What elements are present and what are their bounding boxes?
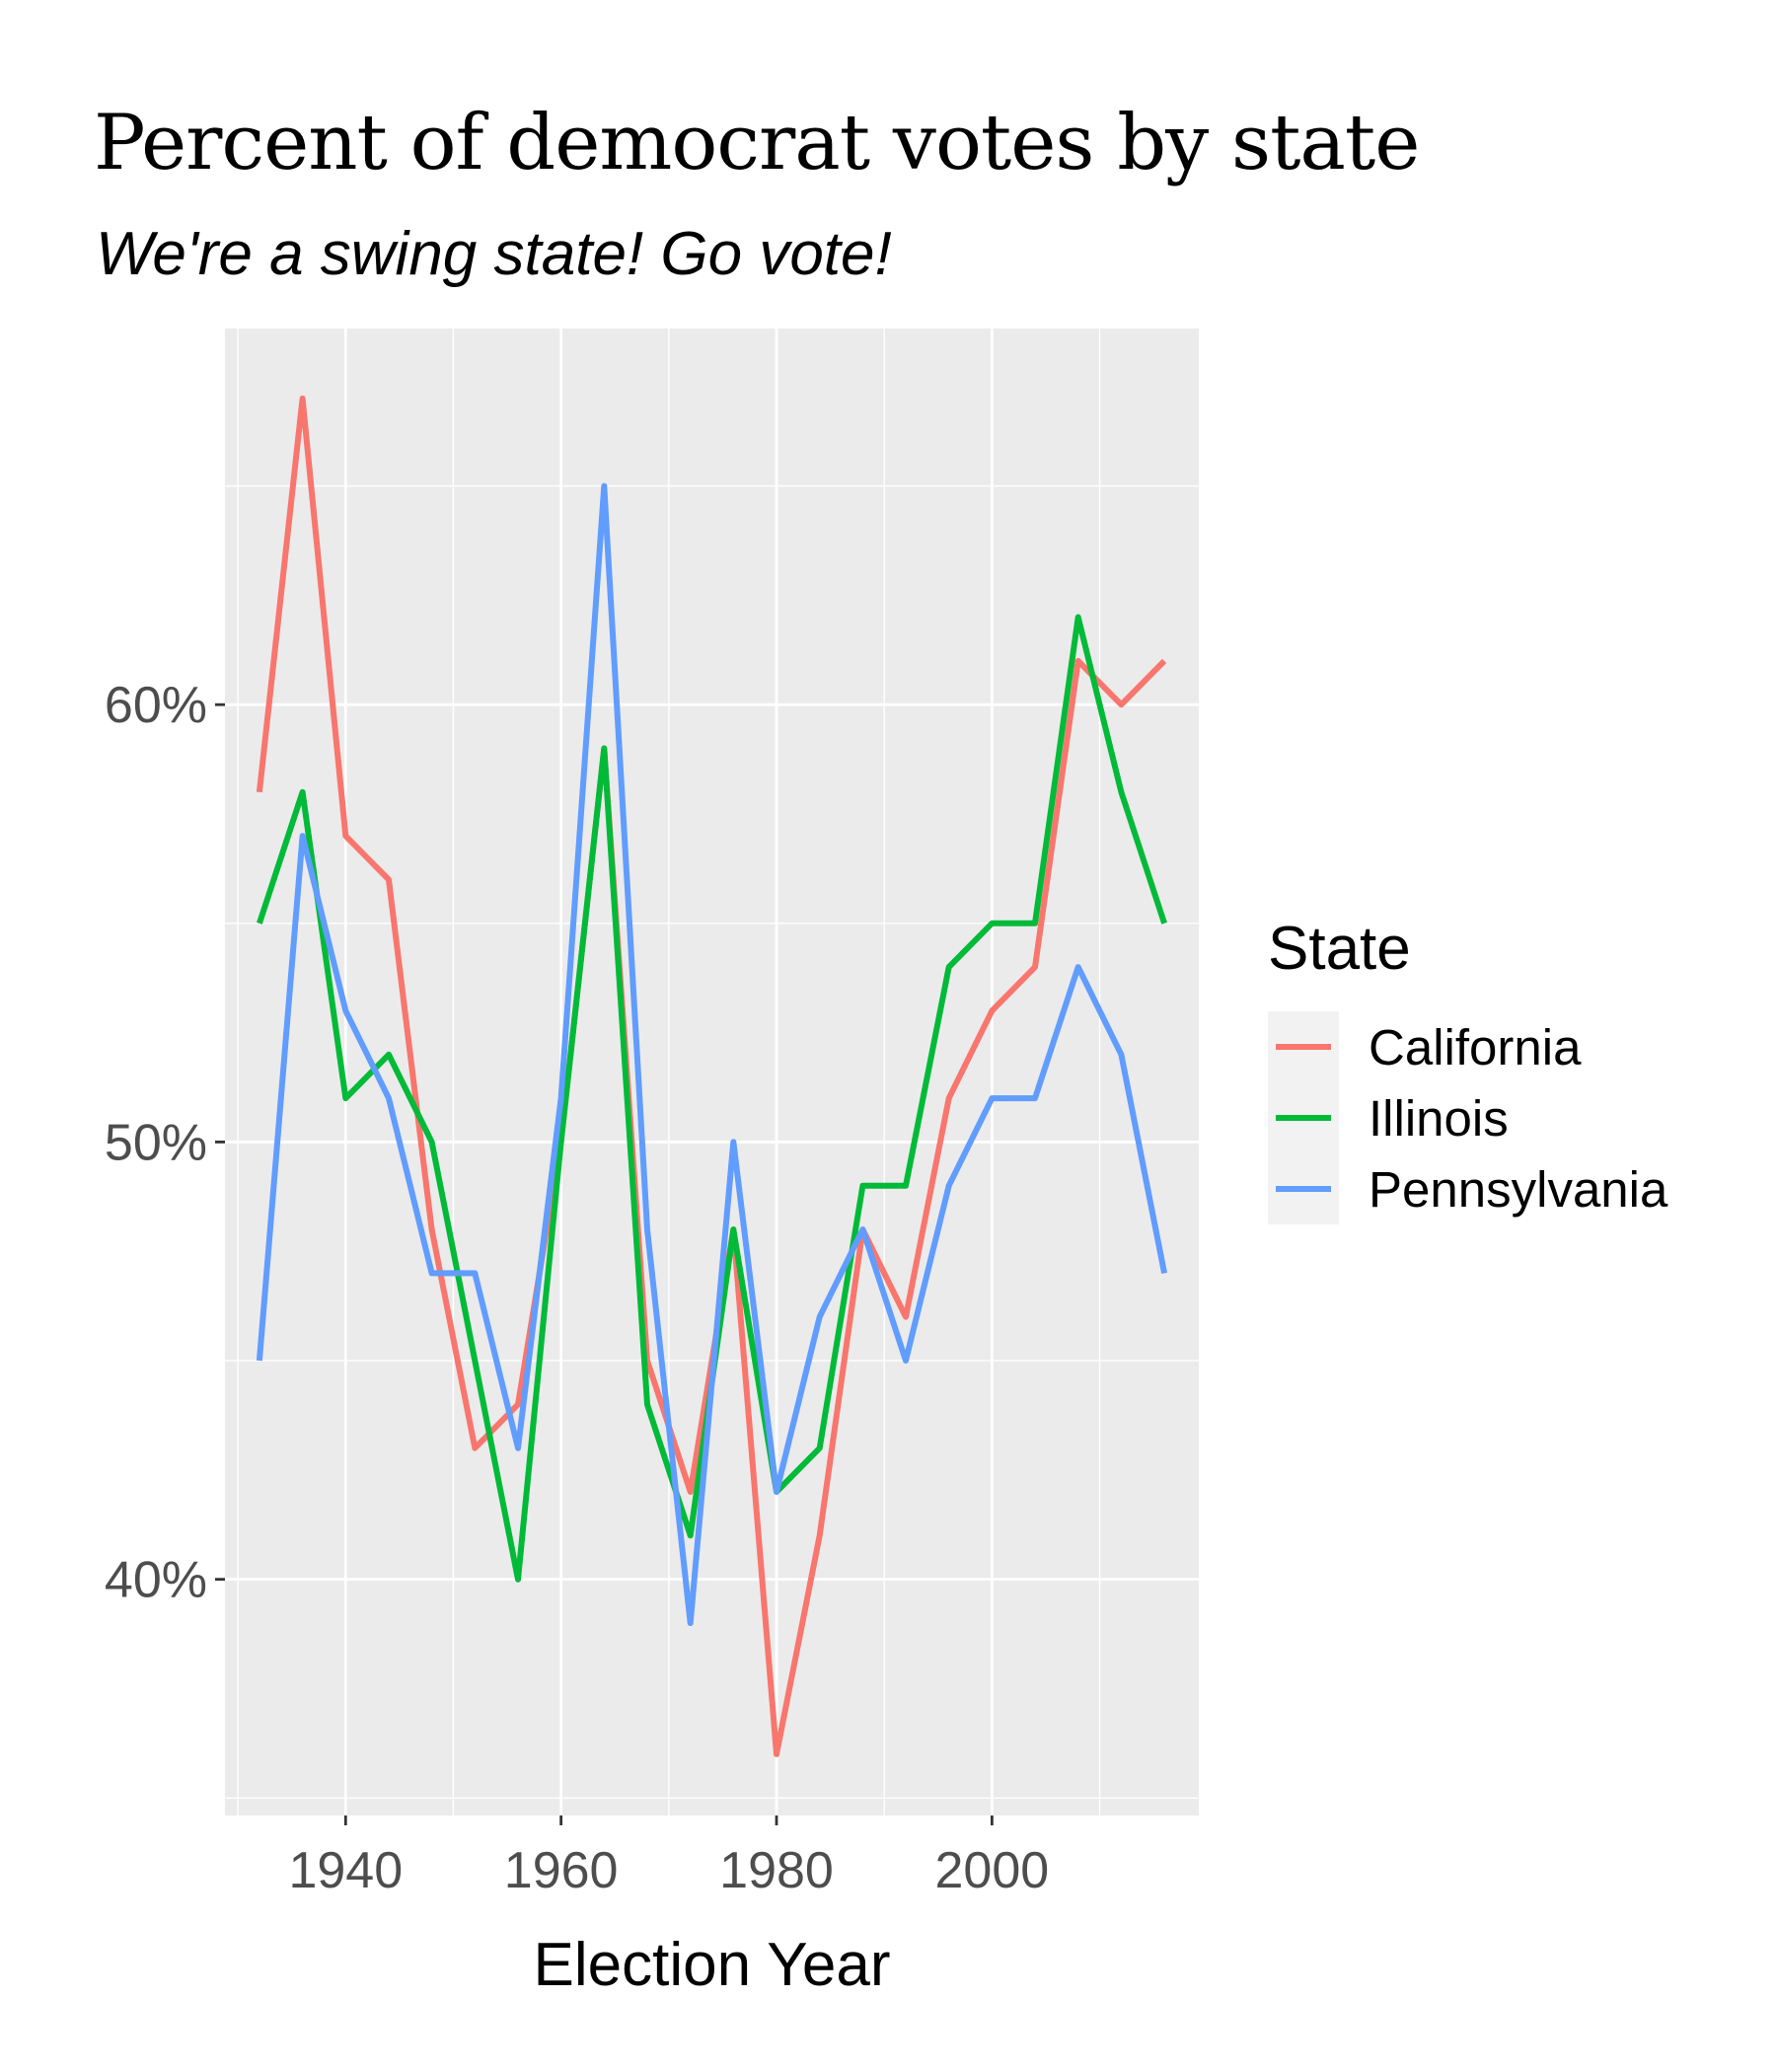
legend: State California Illinois Pennsylvania — [1268, 915, 1668, 1224]
legend-items: California Illinois Pennsylvania — [1276, 1019, 1668, 1218]
chart-title: Percent of democrat votes by state — [94, 99, 1420, 187]
legend-label-illinois: Illinois — [1369, 1090, 1509, 1147]
x-tick-label: 2000 — [935, 1842, 1050, 1899]
x-tick-label: 1980 — [719, 1842, 834, 1899]
x-tick-label: 1940 — [288, 1842, 403, 1899]
x-axis-title: Election Year — [534, 1931, 891, 1999]
x-axis: 1940 1960 1980 2000 — [288, 1815, 1049, 1899]
series-line-pennsylvania — [256, 482, 1168, 1626]
y-tick-label: 40% — [105, 1552, 207, 1609]
y-axis: 40% 50% 60% — [105, 677, 225, 1609]
minor-gridlines — [225, 329, 1199, 1815]
legend-title: State — [1268, 915, 1411, 983]
y-tick-label: 60% — [105, 677, 207, 734]
legend-label-california: California — [1369, 1019, 1582, 1075]
chart-subtitle: We're a swing state! Go vote! — [96, 220, 892, 288]
x-tick-label: 1960 — [504, 1842, 619, 1899]
y-tick-label: 50% — [105, 1114, 207, 1171]
series-lines — [256, 395, 1168, 1757]
major-gridlines — [225, 329, 1199, 1815]
legend-label-pennsylvania: Pennsylvania — [1369, 1161, 1668, 1218]
plot-panel — [225, 329, 1199, 1815]
